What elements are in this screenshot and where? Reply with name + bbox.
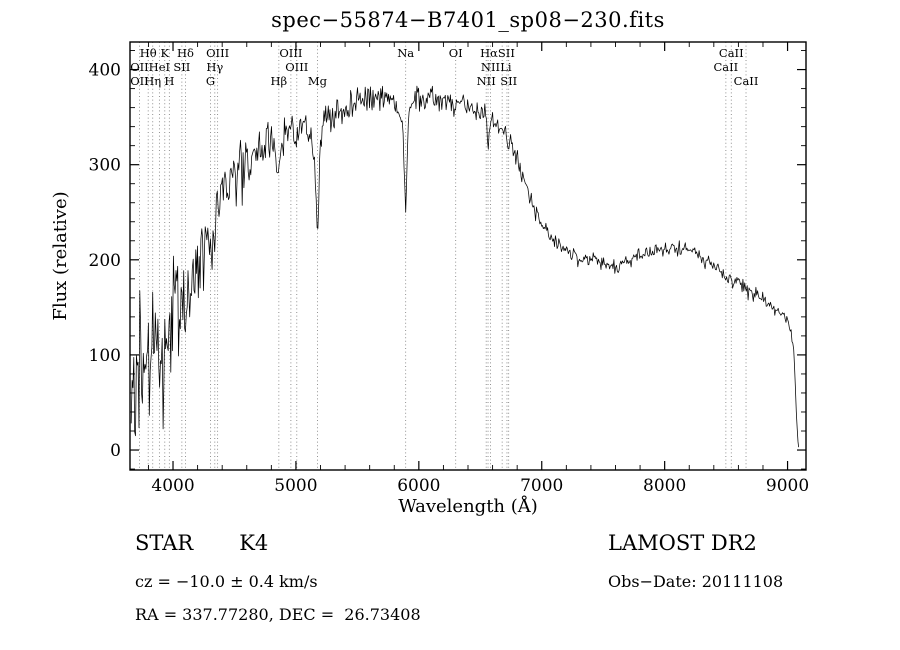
y-axis-label: Flux (relative) [50,191,71,321]
survey-label: LAMOST DR2 [608,531,757,555]
spectral-label: Hθ [140,46,157,60]
spectral-label: OII [130,74,149,88]
spectral-label: Hη [144,74,161,88]
spectral-label: OIII [206,46,229,60]
spectral-label: NII [481,60,500,74]
object-class: STAR [135,531,194,555]
x-tick-label: 7000 [520,476,563,496]
spectral-label: OII [130,60,149,74]
y-tick-label: 100 [89,346,121,366]
spectral-label: Na [397,46,414,60]
x-tick-label: 9000 [766,476,809,496]
x-tick-label: 5000 [274,476,317,496]
spectral-label: SII [173,60,190,74]
spectral-label: H [164,74,174,88]
spectral-label: NII [477,74,496,88]
spectral-label: G [206,74,215,88]
spectral-label: K [160,46,169,60]
page-title: spec−55874−B7401_sp08−230.fits [271,8,665,32]
spectral-label: HeI [149,60,170,74]
spectral-label: Hγ [206,60,223,74]
obs-date: Obs−Date: 20111108 [608,572,784,591]
spectral-label: Mg [308,74,328,88]
plot-frame [129,41,807,471]
spectral-label: CaII [719,46,744,60]
spectral-label: Hβ [270,74,287,88]
x-tick-label: 6000 [397,476,440,496]
spectral-label: SII [500,74,517,88]
spectral-label: Li [500,60,512,74]
cz-value: cz = −10.0 ± 0.4 km/s [135,572,318,591]
object-class-line: STAR K4 [135,531,268,555]
spectral-label: HαSII [480,46,515,60]
y-tick-label: 400 [89,61,121,81]
spectrum-trace [130,85,799,448]
y-tick-label: 0 [110,441,121,461]
spectral-label: OIII [279,46,302,60]
spectral-label: OIII [285,60,308,74]
x-tick-label: 8000 [643,476,686,496]
object-subclass: K4 [239,531,269,555]
spectral-label: CaII [713,60,738,74]
ra-dec-value: RA = 337.77280, DEC = 26.73408 [135,605,421,624]
x-axis-label: Wavelength (Å) [398,496,538,517]
y-tick-label: 200 [89,251,121,271]
y-tick-label: 300 [89,156,121,176]
spectral-label: OI [449,46,463,60]
x-tick-label: 4000 [151,476,194,496]
spectral-label: CaII [734,74,759,88]
spectral-label: Hδ [177,46,194,60]
